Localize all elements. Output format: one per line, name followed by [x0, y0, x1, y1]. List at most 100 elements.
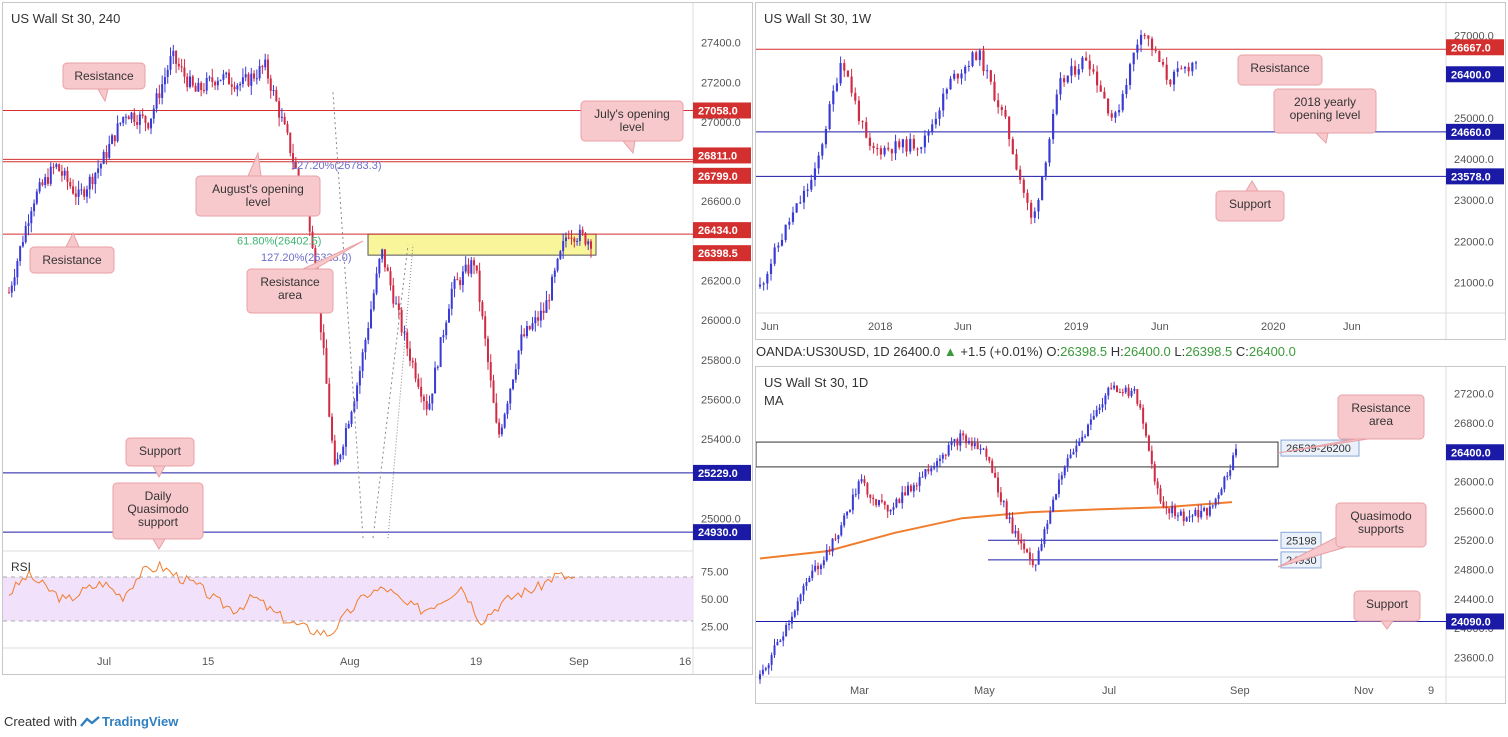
candle-body [876, 148, 879, 150]
candle-body [102, 152, 105, 164]
candle-body [863, 479, 866, 484]
candle-body [788, 623, 791, 625]
price-tag: 26799.0 [698, 171, 738, 183]
price-tag: 26667.0 [1451, 42, 1491, 54]
chart-panel-1d[interactable]: 27200.0 26800.0 26000.0 25600.0 25200.0 24800… [755, 366, 1506, 704]
candle-body [982, 50, 985, 72]
candle-body [233, 86, 236, 90]
candle-body [261, 66, 264, 68]
candle-body [1143, 34, 1146, 36]
candle-body [325, 348, 328, 384]
candle-body [473, 260, 476, 266]
candle-body [1092, 69, 1095, 72]
candle-body [456, 279, 459, 281]
callout-resistance-2-box [29, 246, 115, 274]
candle-body [202, 89, 205, 91]
candle-body [422, 396, 425, 402]
candle-body [551, 276, 554, 301]
chart-panel-240[interactable]: 27400.0 27200.0 27000.0 26600.0 26200.0 26000… [2, 2, 753, 675]
candle-body [567, 237, 570, 239]
candle-body [942, 93, 945, 111]
candle-body [278, 101, 281, 118]
candle-body [450, 288, 453, 309]
candle-body [16, 261, 19, 278]
candle-body [879, 148, 882, 155]
candle-body [1074, 66, 1077, 75]
candle-body [41, 182, 44, 185]
candle-body [1088, 60, 1091, 70]
callout-july-open: level [620, 120, 645, 134]
y-tick-label: 24000.0 [1454, 154, 1494, 166]
candle-body [784, 224, 787, 240]
callout-resistance-area: area [1369, 414, 1393, 428]
candle-body [506, 403, 509, 415]
candle-body [1066, 458, 1069, 468]
candle-body [1176, 515, 1179, 517]
candle-body [136, 122, 139, 125]
candle-body [436, 366, 439, 368]
tradingview-brand[interactable]: TradingView [101, 714, 179, 729]
candle-body [500, 427, 503, 435]
candle-body [1150, 450, 1153, 464]
y-tick-label: 21000.0 [1454, 277, 1494, 289]
fib-label: 61.80%(26402.5) [237, 235, 321, 247]
low-label: L: [1174, 344, 1186, 359]
candle-body [1179, 511, 1182, 516]
candle-body [222, 74, 225, 80]
candle-body [832, 90, 835, 105]
candle-body [805, 581, 808, 586]
candle-body [556, 258, 559, 271]
candle-body [590, 241, 592, 249]
candle-body [147, 122, 150, 129]
candle-body [927, 132, 930, 136]
candle-body [144, 115, 147, 123]
price-tag-bg [693, 524, 751, 541]
candle-body [250, 73, 253, 86]
callout-quasimodo: support [138, 515, 179, 529]
price-tag-bg [1446, 39, 1504, 56]
candle-body [986, 70, 989, 72]
candle-body [999, 492, 1002, 502]
candle-body [255, 78, 258, 80]
candle-body [1011, 139, 1014, 155]
candle-body [931, 124, 934, 133]
close-label: C: [1235, 344, 1249, 359]
rsi-band [3, 577, 693, 621]
candle-body [420, 386, 423, 397]
candle-body [916, 148, 919, 150]
x-tick-label: Jul [97, 656, 111, 668]
candle-body [489, 362, 492, 381]
y-tick-label: 25200.0 [1454, 535, 1494, 547]
candle-body [1020, 539, 1023, 544]
candle-body [559, 251, 562, 259]
callout-resistance-pointer [97, 88, 109, 103]
candle-body [904, 492, 907, 496]
candle-body [1114, 112, 1117, 118]
candle-body [1168, 508, 1171, 514]
candle-body [759, 674, 761, 680]
candle-body [1077, 69, 1080, 75]
price-tag: 24090.0 [1451, 616, 1491, 628]
candle-body [38, 182, 41, 192]
candle-body [872, 497, 875, 500]
chart-1d-canvas[interactable]: 27200.0 26800.0 26000.0 25600.0 25200.0 24800… [756, 367, 1505, 703]
chart-240-canvas[interactable]: 27400.0 27200.0 27000.0 26600.0 26200.0 26000… [3, 3, 752, 674]
candle-body [1000, 107, 1003, 110]
candle-body [953, 73, 956, 79]
chart-1w-canvas[interactable]: 27000.026000.025000.024000.023000.022000… [756, 3, 1505, 339]
candle-body [1048, 139, 1051, 163]
callout-resistance-area-box [246, 268, 334, 314]
candle-body [1125, 84, 1128, 95]
x-tick-label: Jun [1343, 321, 1361, 333]
tradingview-logo-icon [80, 716, 100, 727]
candle-body [857, 100, 861, 122]
candle-body [208, 77, 211, 79]
candle-body [1034, 564, 1037, 566]
candle-body [311, 231, 314, 249]
ma-indicator-label: MA [764, 393, 784, 408]
price-tag: 24660.0 [1451, 127, 1491, 139]
candle-body [898, 141, 901, 148]
candle-body [370, 309, 373, 328]
chart-panel-1w[interactable]: 27000.026000.025000.024000.023000.022000… [755, 2, 1506, 340]
candle-body [1176, 68, 1179, 72]
